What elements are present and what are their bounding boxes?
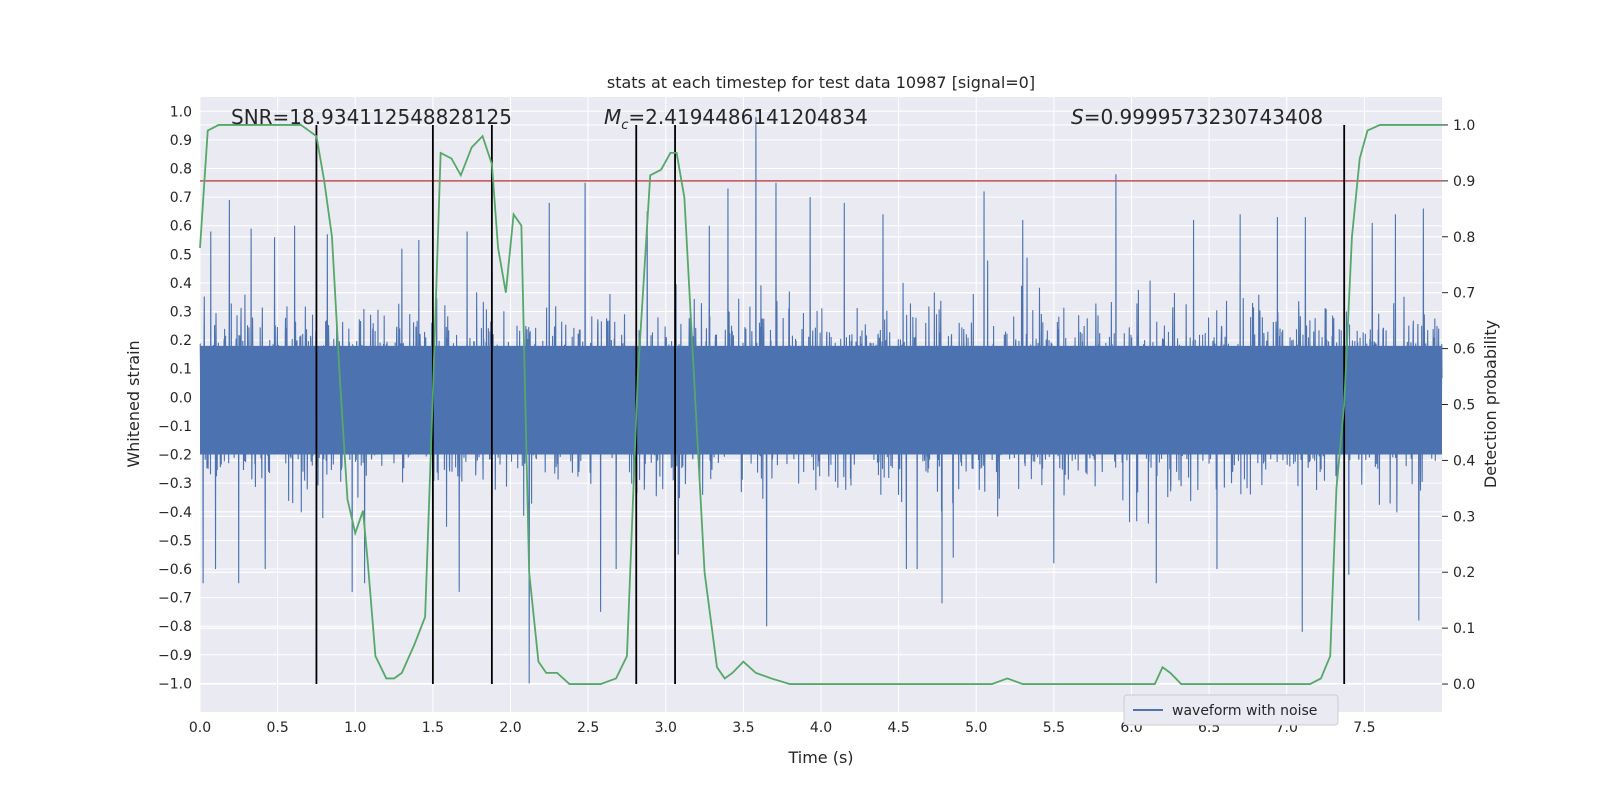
s-annotation: S=0.9999573230743408 xyxy=(1071,105,1323,129)
y-left-tick-label: 0.6 xyxy=(170,219,192,235)
y-right-tick-label: 0.5 xyxy=(1453,398,1475,414)
y-left-tick-label: 0.7 xyxy=(170,190,192,206)
x-tick-label: 2.0 xyxy=(499,720,521,736)
y-left-tick-label: −0.3 xyxy=(158,476,192,492)
y-right-tick-label: 0.3 xyxy=(1453,509,1475,525)
y-right-tick-label: 0.0 xyxy=(1453,677,1475,693)
legend-label: waveform with noise xyxy=(1172,703,1317,719)
y-right-tick-label: 0.4 xyxy=(1453,453,1475,469)
y-right-tick-label: 0.7 xyxy=(1453,286,1475,302)
y-axis-label-right: Detection probability xyxy=(1481,320,1500,488)
y-left-tick-label: 0.5 xyxy=(170,247,192,263)
y-left-tick-label: −1.0 xyxy=(158,676,192,692)
y-left-tick-label: −0.2 xyxy=(158,448,192,464)
noise-waveform xyxy=(199,117,1443,684)
y-left-tick-label: 0.0 xyxy=(170,390,192,406)
x-tick-label: 3.5 xyxy=(732,720,754,736)
x-tick-label: 0.0 xyxy=(189,720,211,736)
y-left-tick-label: 0.2 xyxy=(170,333,192,349)
snr-annotation: SNR=18.934112548828125 xyxy=(231,105,512,129)
y-left-tick-label: −0.5 xyxy=(158,533,192,549)
y-right-tick-labels: 0.0 0.1 0.2 0.3 0.4 0.5 0.6 0.7 0.8 0.9 1.0 xyxy=(1442,118,1475,693)
y-left-tick-label: −0.8 xyxy=(158,619,192,635)
legend: waveform with noise xyxy=(1123,694,1339,726)
mc-annotation: Mc=2.4194486141204834 xyxy=(604,105,868,133)
y-left-tick-label: 1.0 xyxy=(170,104,192,120)
y-left-tick-label: −0.6 xyxy=(158,562,192,578)
y-right-tick-label: 0.1 xyxy=(1453,621,1475,637)
y-left-tick-label: −0.9 xyxy=(158,648,192,664)
x-tick-label: 7.5 xyxy=(1353,720,1375,736)
x-tick-label: 4.0 xyxy=(810,720,832,736)
s-symbol: S xyxy=(1071,105,1084,129)
y-left-tick-label: −0.7 xyxy=(158,591,192,607)
y-left-tick-label: −0.4 xyxy=(158,505,192,521)
chart-title: stats at each timestep for test data 109… xyxy=(607,73,1035,92)
x-tick-label: 4.5 xyxy=(887,720,909,736)
y-left-tick-label: 0.1 xyxy=(170,362,192,378)
probability-line xyxy=(199,124,1442,685)
y-axis-label-left: Whitened strain xyxy=(124,340,143,467)
y-right-tick-label: 0.8 xyxy=(1453,230,1475,246)
mc-symbol: M xyxy=(604,105,621,129)
y-left-tick-label: 0.9 xyxy=(170,133,192,149)
y-right-tick-label: 0.9 xyxy=(1453,174,1475,190)
noise-series xyxy=(199,117,1443,684)
x-tick-label: 2.5 xyxy=(577,720,599,736)
x-axis-label: Time (s) xyxy=(787,748,853,767)
y-right-tick-label: 0.2 xyxy=(1453,565,1475,581)
y-left-tick-label: 0.3 xyxy=(170,305,192,321)
y-right-tick-label: 0.6 xyxy=(1453,342,1475,358)
y-left-tick-labels: −1.0 −0.9 −0.8 −0.7 −0.6 −0.5 −0.4 −0.3 −0.2 −0.1… xyxy=(158,104,192,692)
y-left-tick-label: −0.1 xyxy=(158,419,192,435)
x-tick-label: 5.5 xyxy=(1043,720,1065,736)
x-tick-label: 5.0 xyxy=(965,720,987,736)
y-right-tick-label: 1.0 xyxy=(1453,118,1475,134)
mc-subscript: c xyxy=(621,118,628,133)
x-tick-label: 1.5 xyxy=(422,720,444,736)
x-tick-label: 1.0 xyxy=(344,720,366,736)
legend-box xyxy=(1123,694,1339,726)
y-left-tick-label: 0.8 xyxy=(170,162,192,178)
mc-value: =2.4194486141204834 xyxy=(628,105,867,129)
x-tick-label: 3.0 xyxy=(655,720,677,736)
y-left-tick-label: 0.4 xyxy=(170,276,192,292)
s-value: =0.9999573230743408 xyxy=(1084,105,1323,129)
x-tick-label: 0.5 xyxy=(266,720,288,736)
